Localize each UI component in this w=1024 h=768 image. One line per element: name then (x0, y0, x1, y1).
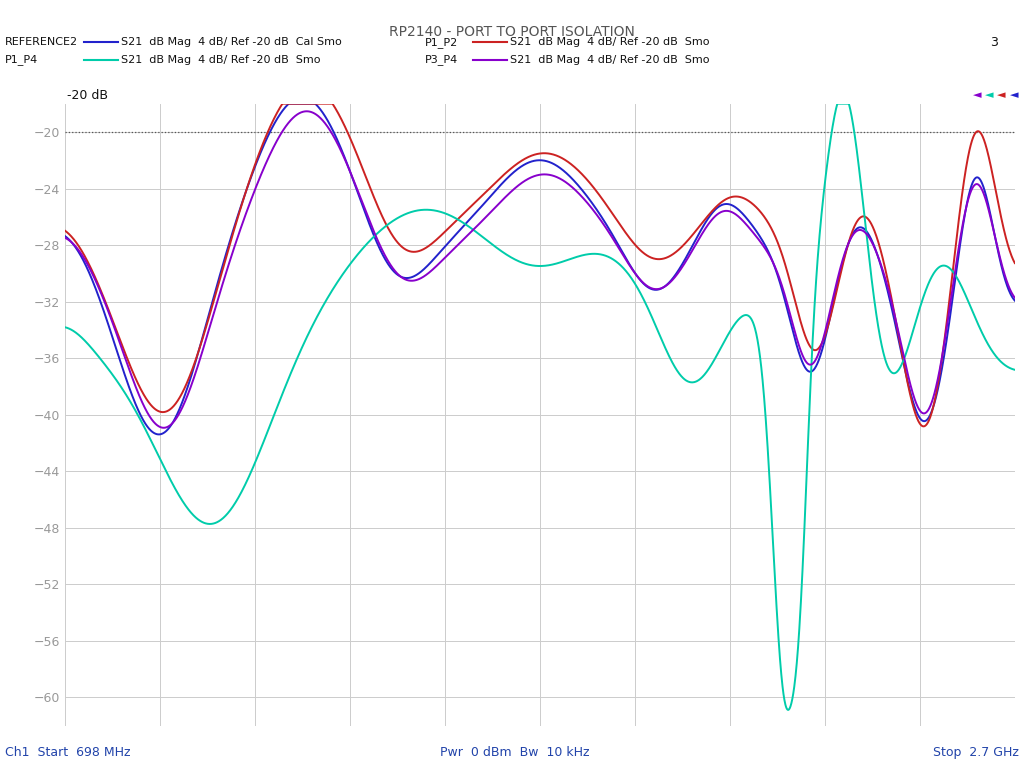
Text: S21  dB Mag  4 dB/ Ref -20 dB  Smo: S21 dB Mag 4 dB/ Ref -20 dB Smo (510, 37, 710, 48)
Text: Pwr  0 dBm  Bw  10 kHz: Pwr 0 dBm Bw 10 kHz (440, 746, 590, 759)
Text: REFERENCE2: REFERENCE2 (5, 37, 78, 48)
Text: S21  dB Mag  4 dB/ Ref -20 dB  Cal Smo: S21 dB Mag 4 dB/ Ref -20 dB Cal Smo (121, 37, 342, 48)
Text: 3: 3 (990, 36, 998, 48)
Text: S21  dB Mag  4 dB/ Ref -20 dB  Smo: S21 dB Mag 4 dB/ Ref -20 dB Smo (510, 55, 710, 65)
Text: ◄: ◄ (1010, 90, 1018, 100)
Text: ◄: ◄ (985, 90, 993, 100)
Text: Ch1  Start  698 MHz: Ch1 Start 698 MHz (5, 746, 131, 759)
Text: RP2140 - PORT TO PORT ISOLATION: RP2140 - PORT TO PORT ISOLATION (389, 25, 635, 38)
Text: ◄: ◄ (973, 90, 981, 100)
Text: ◄: ◄ (997, 90, 1006, 100)
Text: P1_P4: P1_P4 (5, 55, 38, 65)
Text: P1_P2: P1_P2 (425, 37, 458, 48)
Text: Stop  2.7 GHz: Stop 2.7 GHz (933, 746, 1019, 759)
Text: S21  dB Mag  4 dB/ Ref -20 dB  Smo: S21 dB Mag 4 dB/ Ref -20 dB Smo (121, 55, 321, 65)
Text: -20 dB: -20 dB (67, 89, 108, 102)
Text: P3_P4: P3_P4 (425, 55, 458, 65)
